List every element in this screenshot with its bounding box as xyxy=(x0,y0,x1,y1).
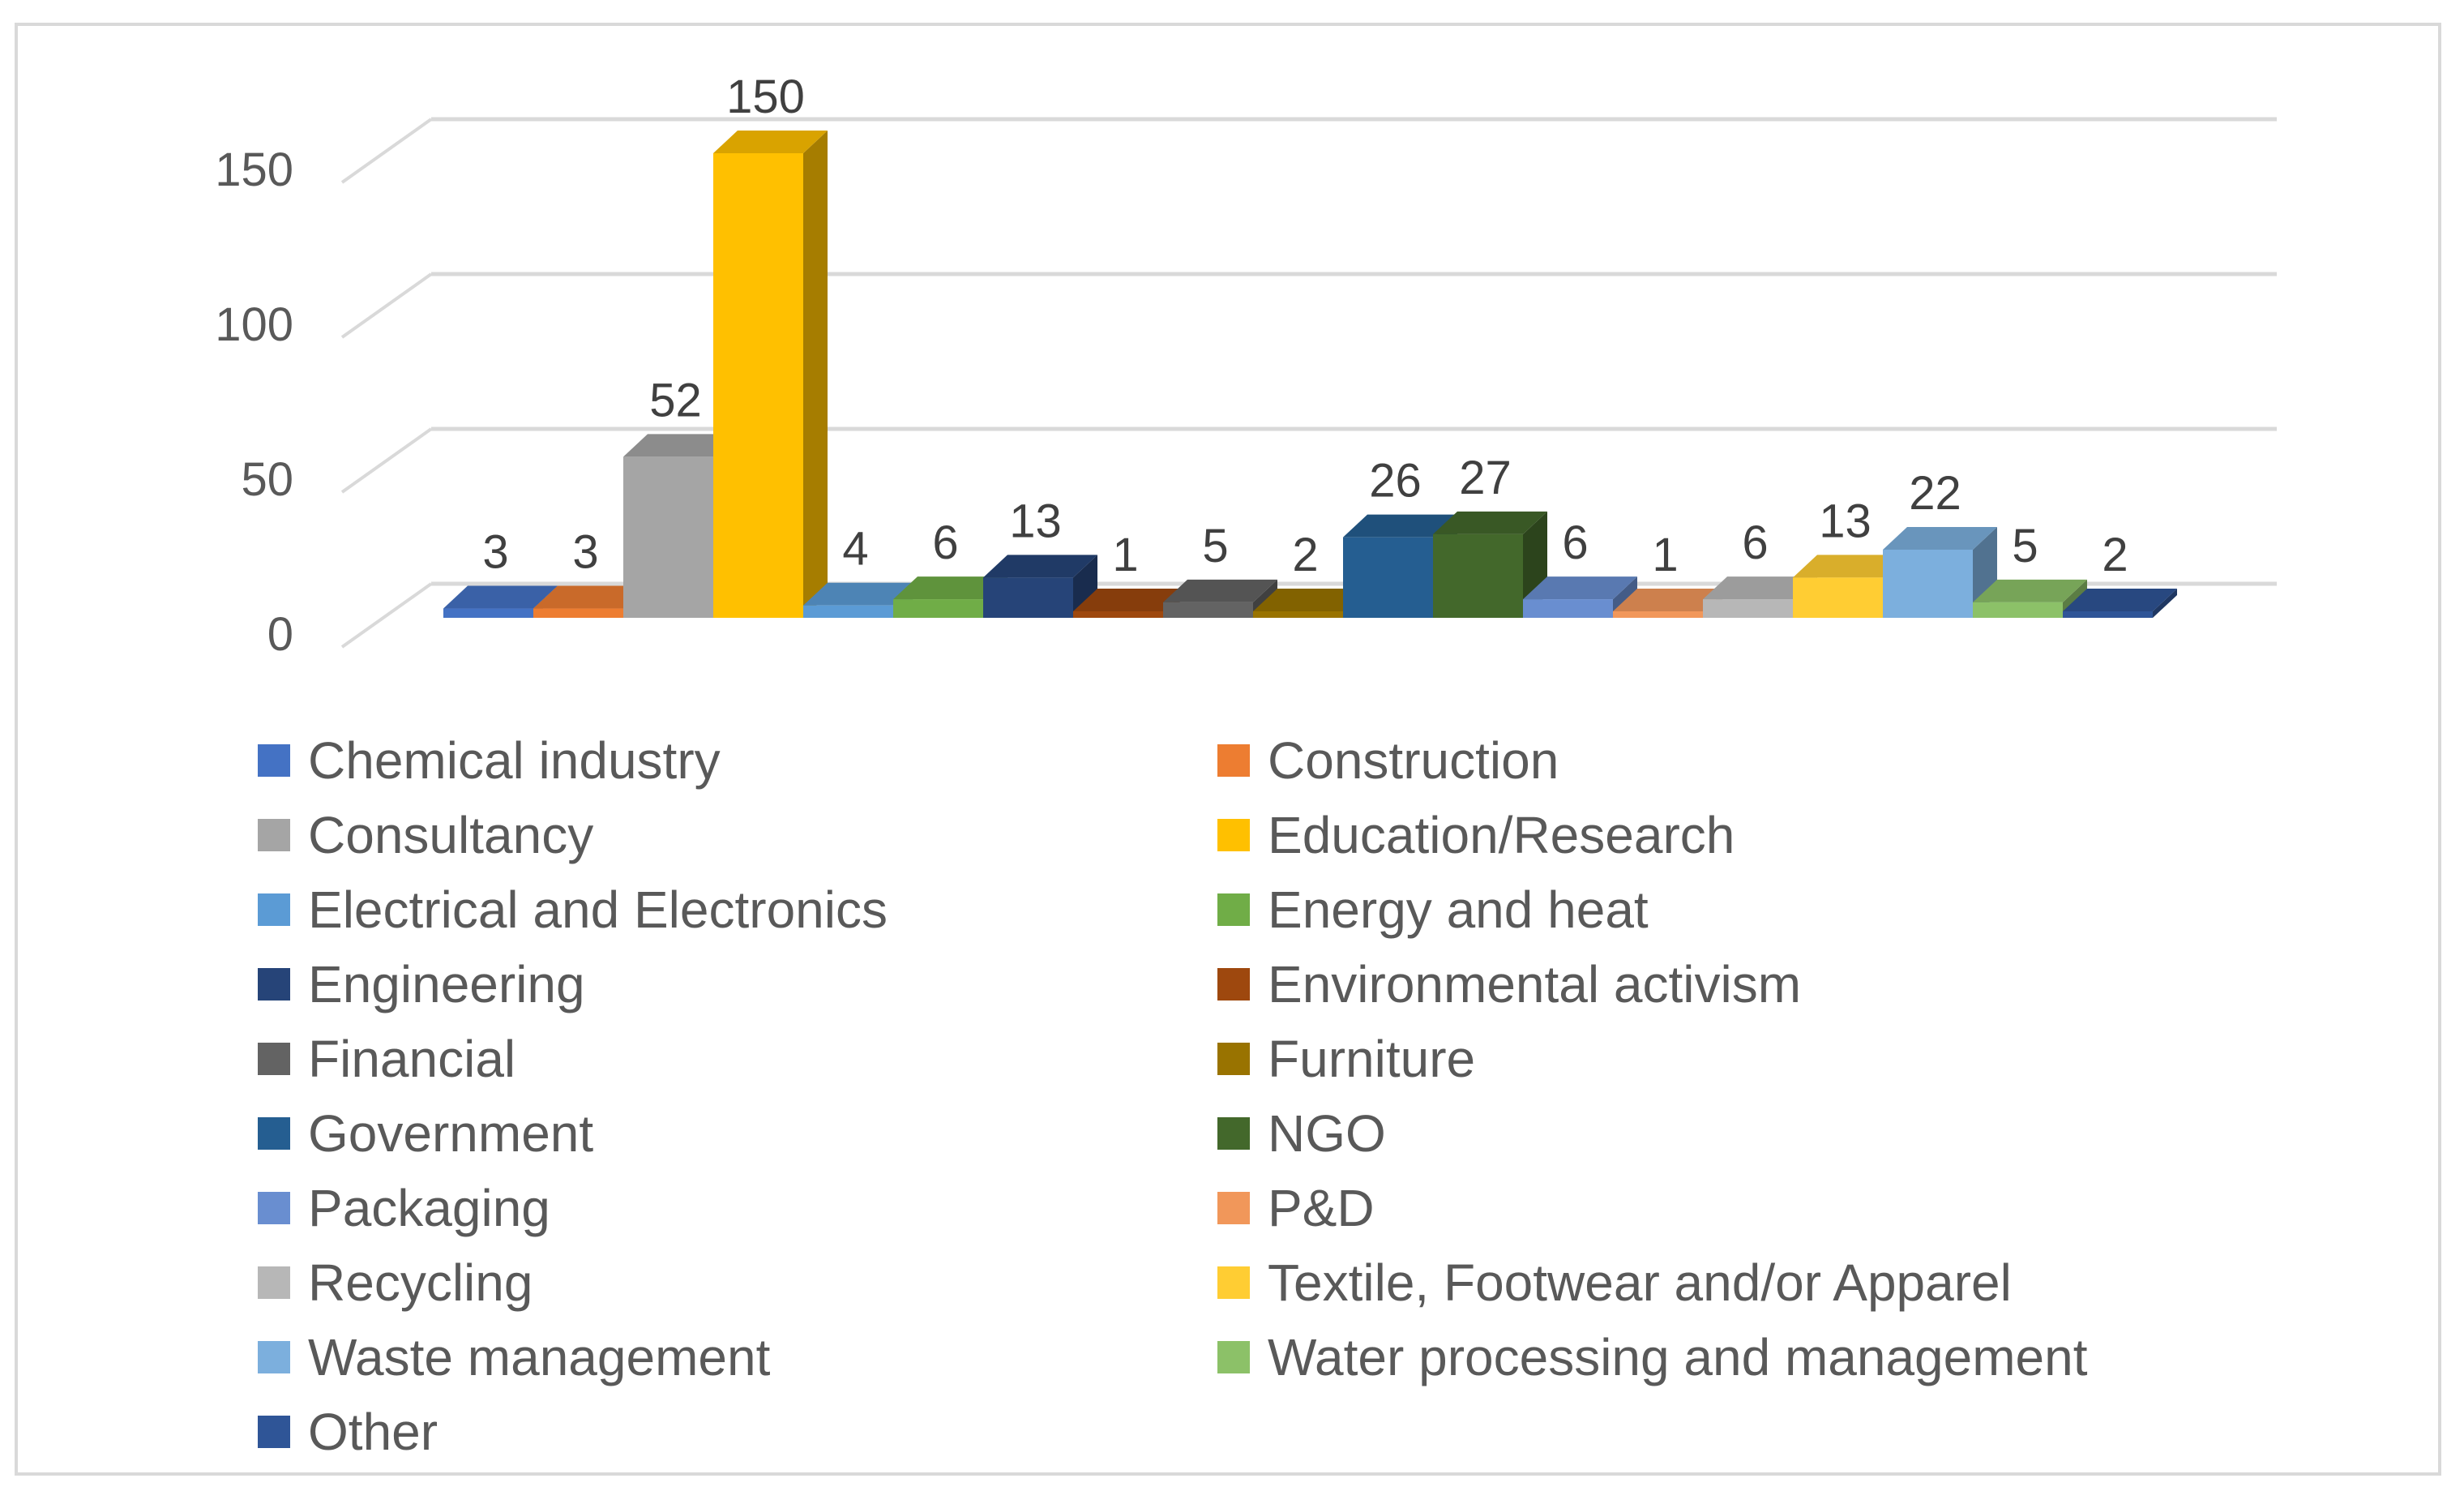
legend-label: Recycling xyxy=(308,1253,533,1312)
data-label: 5 xyxy=(2012,520,2038,572)
legend-label: Textile, Footwear and/or Apparel xyxy=(1268,1253,2012,1312)
y-tick-label: 50 xyxy=(241,453,293,506)
data-label: 4 xyxy=(842,523,868,576)
legend-swatch xyxy=(258,1192,290,1224)
data-label: 2 xyxy=(2102,529,2128,581)
legend-swatch xyxy=(1217,819,1250,851)
data-label: 5 xyxy=(1202,520,1228,572)
legend-swatch xyxy=(258,1416,290,1448)
legend-label: Government xyxy=(308,1104,594,1163)
chart-frame: 0 50 100 150 3 3 52 150 4 6 13 1 5 2 26 27 6 1 6 13 22 5 2 Ch… xyxy=(15,23,2441,1476)
legend-item: Water processing and management xyxy=(1217,1320,2271,1395)
data-label: 3 xyxy=(572,526,598,579)
y-tick-label: 150 xyxy=(215,144,293,196)
legend-label: P&D xyxy=(1268,1179,1375,1237)
data-label: 1 xyxy=(1112,529,1138,581)
data-label: 3 xyxy=(482,526,508,579)
y-tick-label: 0 xyxy=(267,608,293,661)
legend-label: Construction xyxy=(1268,731,1559,790)
legend-item: Other xyxy=(258,1395,1217,1469)
data-label: 6 xyxy=(1562,516,1588,569)
legend-swatch xyxy=(258,819,290,851)
data-label: 26 xyxy=(1369,455,1422,508)
data-label: 52 xyxy=(649,374,702,426)
legend-item: Electrical and Electronics xyxy=(258,872,1217,947)
legend-swatch xyxy=(258,968,290,1001)
legend-label: Consultancy xyxy=(308,806,594,864)
gridline xyxy=(340,117,2277,184)
legend-item: Energy and heat xyxy=(1217,872,2271,947)
data-label: 6 xyxy=(1742,516,1768,569)
legend-swatch xyxy=(1217,968,1250,1001)
legend-item: Recycling xyxy=(258,1245,1217,1320)
legend-swatch xyxy=(1217,744,1250,777)
legend-label: NGO xyxy=(1268,1104,1386,1163)
legend-item: P&D xyxy=(1217,1171,2271,1245)
data-label: 13 xyxy=(1009,495,1062,547)
legend-swatch xyxy=(1217,1266,1250,1299)
bar xyxy=(893,576,1007,618)
bar xyxy=(2063,589,2177,618)
data-label: 27 xyxy=(1459,452,1512,504)
legend-item: Construction xyxy=(1217,723,2271,798)
gridline xyxy=(340,272,2277,339)
bar xyxy=(1163,579,1277,618)
data-label: 13 xyxy=(1819,495,1872,547)
legend-swatch xyxy=(258,893,290,926)
legend-item: Environmental activism xyxy=(1217,947,2271,1022)
legend-swatch xyxy=(1217,1117,1250,1150)
data-label: 1 xyxy=(1652,529,1678,581)
legend-item: Textile, Footwear and/or Apparel xyxy=(1217,1245,2271,1320)
legend-swatch xyxy=(1217,1192,1250,1224)
legend-label: Energy and heat xyxy=(1268,881,1649,939)
legend-item: Packaging xyxy=(258,1171,1217,1245)
legend-swatch xyxy=(258,1043,290,1075)
legend-item: Waste management xyxy=(258,1320,1217,1395)
legend-item: Furniture xyxy=(1217,1022,2271,1096)
legend-item: Education/Research xyxy=(1217,798,2271,872)
legend-swatch xyxy=(258,1117,290,1150)
legend-label: Other xyxy=(308,1403,438,1461)
data-label: 6 xyxy=(932,516,958,569)
legend-label: Chemical industry xyxy=(308,731,721,790)
data-label: 22 xyxy=(1909,467,1961,520)
legend-item: Consultancy xyxy=(258,798,1217,872)
legend-label: Engineering xyxy=(308,955,585,1013)
data-label: 2 xyxy=(1292,529,1318,581)
chart-legend: Chemical industry Construction Consultancy… xyxy=(258,723,2284,1469)
legend-swatch xyxy=(258,744,290,777)
legend-label: Financial xyxy=(308,1030,516,1088)
legend-swatch xyxy=(258,1341,290,1373)
legend-item: NGO xyxy=(1217,1096,2271,1171)
legend-label: Furniture xyxy=(1268,1030,1476,1088)
legend-swatch xyxy=(1217,1341,1250,1373)
legend-item: Engineering xyxy=(258,947,1217,1022)
legend-label: Environmental activism xyxy=(1268,955,1801,1013)
legend-swatch xyxy=(1217,893,1250,926)
legend-swatch xyxy=(258,1266,290,1299)
legend-label: Electrical and Electronics xyxy=(308,881,888,939)
y-tick-label: 100 xyxy=(215,298,293,351)
legend-label: Education/Research xyxy=(1268,806,1735,864)
bar xyxy=(713,131,828,618)
bar xyxy=(983,555,1097,618)
legend-label: Waste management xyxy=(308,1328,771,1386)
data-label: 150 xyxy=(726,71,805,123)
legend-item: Chemical industry xyxy=(258,723,1217,798)
legend-item: Government xyxy=(258,1096,1217,1171)
legend-swatch xyxy=(1217,1043,1250,1075)
legend-label: Water processing and management xyxy=(1268,1328,2088,1386)
legend-label: Packaging xyxy=(308,1179,550,1237)
legend-item: Financial xyxy=(258,1022,1217,1096)
